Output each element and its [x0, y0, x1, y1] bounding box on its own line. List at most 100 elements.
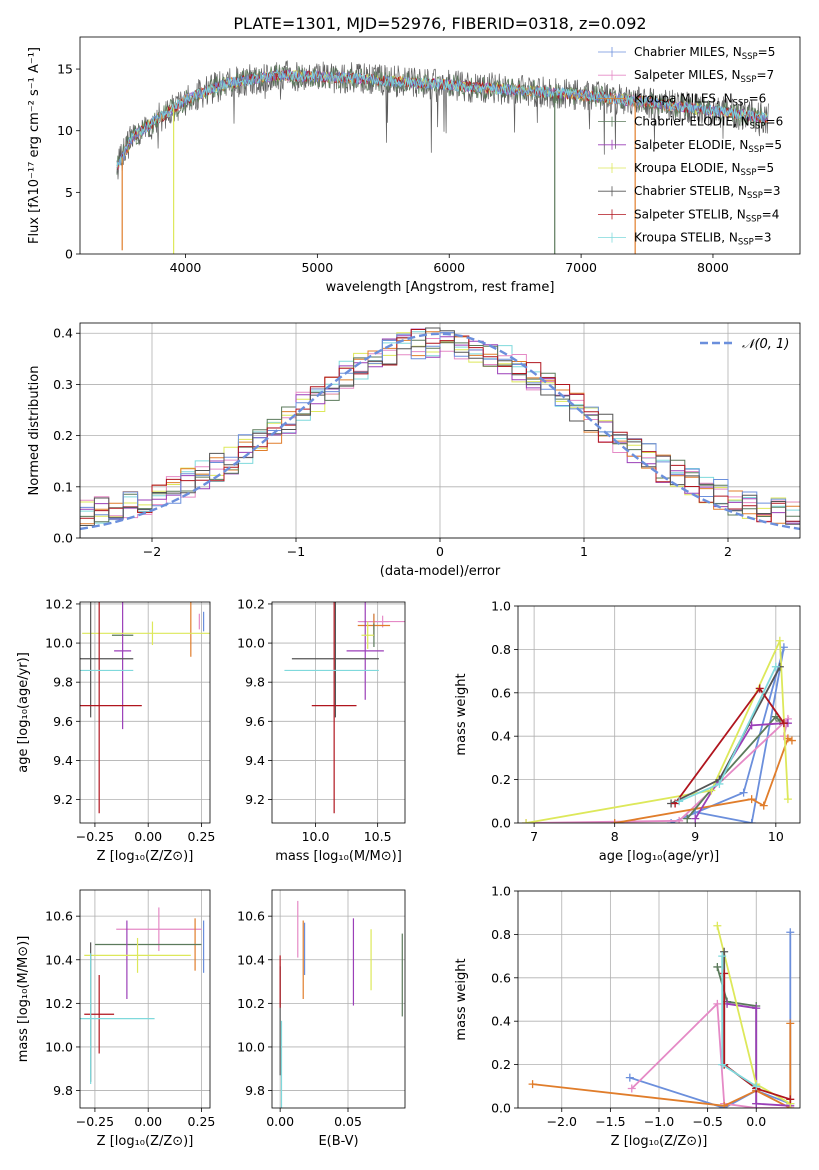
panel-weight-vs-age: 7 8 9 10 0.0 0.2 0.4 0.6 0.8 1.0 age [log₁₀(age/yr…	[454, 599, 801, 864]
figure-title: PLATE=1301, MJD=52976, FIBERID=0318, z=0…	[233, 14, 646, 33]
y-tick-label: 0.3	[53, 377, 73, 392]
y-tick-label: 10.2	[45, 596, 73, 611]
x-axis-label: (data-model)/error	[380, 564, 501, 579]
y-tick-label: 9.2	[53, 792, 73, 807]
legend-entry: Chabrier ELODIE, NSSP=6	[634, 115, 783, 132]
weight-marker	[528, 1080, 537, 1089]
x-tick-label: −0.25	[76, 829, 114, 844]
y-tick-label: 0.0	[491, 1101, 511, 1116]
weight-marker	[755, 684, 764, 693]
weight-marker	[775, 636, 784, 645]
plot-area	[284, 602, 405, 814]
y-tick-label: 1.0	[491, 884, 511, 899]
y-tick-label: 0.4	[491, 729, 511, 744]
x-tick-label: 0.00	[134, 1114, 162, 1129]
y-axis-label: mass [log₁₀(M/M⊙)]	[16, 936, 31, 1063]
plot-area	[80, 327, 800, 538]
legend-entry: Kroupa ELODIE, NSSP=5	[634, 161, 774, 178]
plot-area	[528, 921, 795, 1108]
x-tick-label: 5000	[301, 260, 333, 275]
x-tick-label: 0.00	[134, 829, 162, 844]
x-tick-label: −0.5	[692, 1114, 722, 1129]
x-tick-label: 4000	[170, 260, 202, 275]
y-tick-label: 10.4	[237, 952, 265, 967]
weight-marker	[752, 1099, 761, 1108]
weight-line	[686, 715, 781, 820]
y-tick-label: 1.0	[491, 599, 511, 614]
weight-marker	[671, 799, 680, 808]
weight-marker	[718, 952, 727, 961]
x-axis-label: Z [log₁₀(Z/Z⊙)]	[97, 1134, 194, 1149]
legend-entry: Chabrier STELIB, NSSP=3	[634, 184, 781, 201]
weight-marker	[771, 662, 780, 671]
weight-line	[716, 925, 791, 1105]
y-tick-label: 10.2	[237, 596, 265, 611]
legend-entry: Salpeter MILES, NSSP=7	[634, 68, 774, 85]
y-axis-label: age [log₁₀(age/yr)]	[16, 652, 31, 773]
weight-line	[526, 716, 790, 823]
plot-area	[522, 636, 796, 823]
y-tick-label: 0.4	[53, 326, 73, 341]
y-tick-label: 0.8	[491, 642, 511, 657]
x-axis-label: Z [log₁₀(Z/Z⊙)]	[97, 849, 194, 864]
x-axis-label: mass [log₁₀(M/M⊙)]	[275, 849, 402, 864]
weight-marker	[779, 719, 788, 728]
axes-frame	[271, 601, 406, 824]
y-tick-label: 10.0	[237, 1039, 265, 1054]
weight-marker	[627, 1084, 636, 1093]
weight-marker	[752, 1004, 761, 1013]
x-tick-label: 7000	[565, 260, 597, 275]
x-tick-label: 8	[611, 829, 619, 844]
x-axis-label: E(B-V)	[318, 1134, 358, 1149]
y-tick-label: 9.8	[53, 1083, 73, 1098]
axes-frame	[79, 601, 211, 824]
axes-frame	[517, 890, 801, 1109]
y-tick-label: 0.8	[491, 927, 511, 942]
gaussian-curve	[80, 332, 800, 531]
y-axis-label: mass weight	[454, 958, 469, 1040]
y-tick-label: 9.4	[245, 753, 265, 768]
y-tick-label: 0.0	[491, 816, 511, 831]
x-tick-label: 8000	[697, 260, 729, 275]
panel-age-vs-Z: −0.25 0.00 0.25 9.2 9.4 9.6 9.8 10.0 10.2 Z [log₁…	[16, 596, 215, 864]
plot-area	[80, 602, 210, 814]
weight-marker	[747, 795, 756, 804]
y-tick-label: 9.8	[245, 675, 265, 690]
x-tick-label: 2	[724, 544, 732, 559]
y-tick-label: 10.6	[45, 909, 73, 924]
x-tick-label: 6000	[433, 260, 465, 275]
x-tick-label: 9	[691, 829, 699, 844]
y-tick-label: 10.6	[237, 909, 265, 924]
legend-gaussian-label: 𝒩(0, 1)	[742, 337, 789, 352]
weight-marker	[713, 962, 722, 971]
x-axis-label: age [log₁₀(age/yr)]	[599, 849, 720, 864]
y-tick-label: 10.2	[45, 996, 73, 1011]
axes-frame	[79, 36, 801, 255]
panel-mass-vs-EBV: 0.00 0.05 9.8 10.0 10.2 10.4 10.6 E(B-V)	[237, 889, 406, 1149]
panel-spectrum: 4000 5000 6000 7000 8000 0 5 10 15 wavelength [An…	[27, 36, 801, 295]
weight-marker	[752, 1082, 761, 1091]
weight-marker	[713, 921, 722, 930]
y-tick-label: 0.2	[491, 1057, 511, 1072]
y-axis-label: Normed distribution	[27, 366, 42, 496]
weight-marker	[787, 736, 796, 745]
x-tick-label: 1	[580, 544, 588, 559]
weight-marker	[783, 795, 792, 804]
weight-marker	[720, 947, 729, 956]
panel-age-vs-mass: 10.0 10.5 9.2 9.4 9.6 9.8 10.0 10.2 mass [log₁₀(…	[237, 596, 406, 864]
x-tick-label: −1.5	[595, 1114, 625, 1129]
plot-area	[80, 907, 205, 1085]
y-axis-label: mass weight	[454, 673, 469, 755]
y-tick-label: 10.0	[237, 636, 265, 651]
y-tick-label: 9.8	[245, 1083, 265, 1098]
x-axis-label: Z [log₁₀(Z/Z⊙)]	[611, 1134, 708, 1149]
x-tick-label: −1.0	[644, 1114, 674, 1129]
y-tick-label: 0.2	[491, 772, 511, 787]
weight-marker	[786, 928, 795, 937]
axes-frame	[79, 322, 801, 539]
x-tick-label: 0	[436, 544, 444, 559]
y-tick-label: 10.4	[45, 952, 73, 967]
y-tick-label: 0.2	[53, 428, 73, 443]
legend-entry: Salpeter ELODIE, NSSP=5	[634, 138, 782, 155]
spectrum-line	[116, 69, 769, 169]
